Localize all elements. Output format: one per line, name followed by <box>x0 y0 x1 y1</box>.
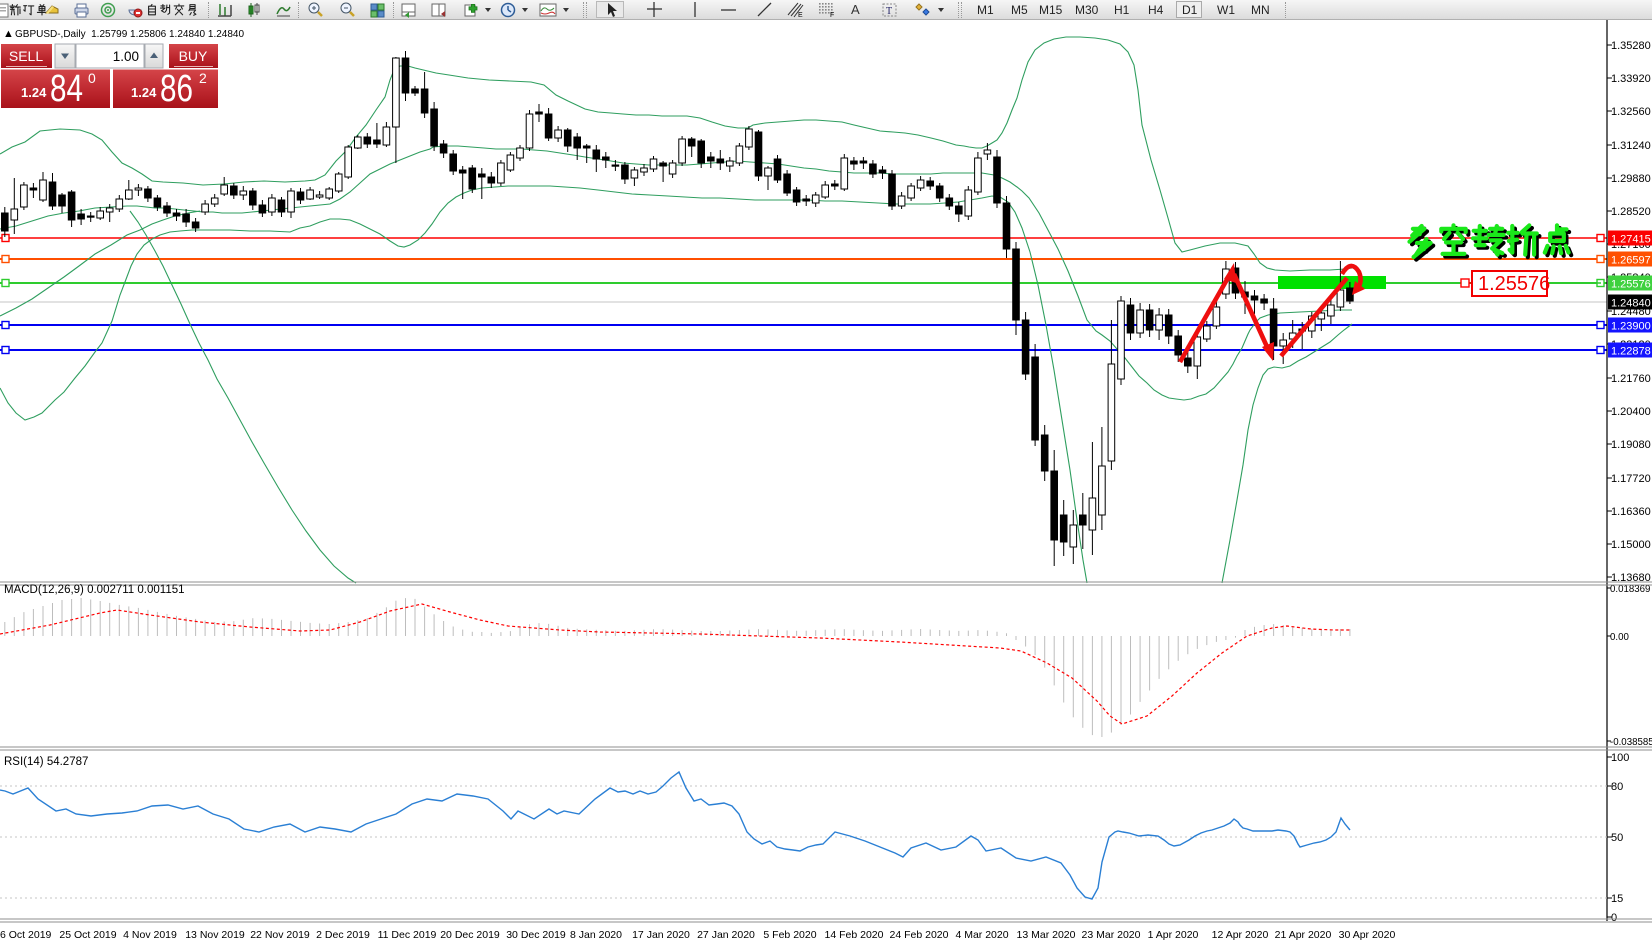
svg-text:21 Apr 2020: 21 Apr 2020 <box>1275 929 1332 941</box>
svg-text:5 Feb 2020: 5 Feb 2020 <box>763 929 816 941</box>
svg-text:4 Nov 2019: 4 Nov 2019 <box>123 929 177 941</box>
svg-text:1.24: 1.24 <box>21 85 47 100</box>
svg-text:15: 15 <box>1611 893 1623 905</box>
svg-text:1.33920: 1.33920 <box>1611 73 1651 85</box>
svg-text:80: 80 <box>1611 781 1623 793</box>
svg-text:1.17720: 1.17720 <box>1611 473 1651 485</box>
svg-text:1.22878: 1.22878 <box>1611 346 1651 358</box>
svg-text:4 Mar 2020: 4 Mar 2020 <box>955 929 1008 941</box>
svg-text:12 Apr 2020: 12 Apr 2020 <box>1212 929 1269 941</box>
svg-text:1.27415: 1.27415 <box>1611 234 1651 246</box>
svg-text:T: T <box>886 6 892 17</box>
svg-text:1.00: 1.00 <box>113 49 139 64</box>
svg-text:50: 50 <box>1611 832 1623 844</box>
svg-text:13 Nov 2019: 13 Nov 2019 <box>185 929 245 941</box>
svg-text:BUY: BUY <box>179 48 208 64</box>
svg-text:GBPUSD-,Daily 1.25799 1.25806: GBPUSD-,Daily 1.25799 1.25806 1.24840 1.… <box>15 29 244 40</box>
svg-text:SELL: SELL <box>9 48 43 64</box>
svg-text:20 Dec 2019: 20 Dec 2019 <box>440 929 500 941</box>
svg-text:1.29880: 1.29880 <box>1611 173 1651 185</box>
svg-text:0.00: 0.00 <box>1610 632 1629 643</box>
svg-text:2: 2 <box>199 70 207 86</box>
svg-text:84: 84 <box>50 68 83 110</box>
svg-text:RSI(14) 54.2787: RSI(14) 54.2787 <box>4 756 88 768</box>
svg-text:27 Jan 2020: 27 Jan 2020 <box>697 929 755 941</box>
svg-text:1.24: 1.24 <box>131 85 157 100</box>
svg-text:1.24840: 1.24840 <box>1611 298 1651 310</box>
svg-text:F: F <box>830 12 834 19</box>
svg-text:-0.038585: -0.038585 <box>1610 737 1652 748</box>
svg-text:11 Dec 2019: 11 Dec 2019 <box>378 929 437 941</box>
svg-text:▲: ▲ <box>3 28 14 40</box>
svg-text:1.23900: 1.23900 <box>1611 321 1651 333</box>
svg-text:1.15000: 1.15000 <box>1611 539 1651 551</box>
svg-text:1.13680: 1.13680 <box>1611 572 1651 584</box>
svg-text:0: 0 <box>1611 912 1617 924</box>
svg-text:100: 100 <box>1611 752 1629 764</box>
svg-text:2 Dec 2019: 2 Dec 2019 <box>316 929 370 941</box>
svg-text:24 Feb 2020: 24 Feb 2020 <box>890 929 949 941</box>
svg-text:1.21760: 1.21760 <box>1611 373 1651 385</box>
svg-text:1.20400: 1.20400 <box>1611 406 1651 418</box>
svg-text:0.018369: 0.018369 <box>1610 584 1650 595</box>
svg-text:1.26597: 1.26597 <box>1611 255 1651 267</box>
svg-text:1.25576: 1.25576 <box>1611 279 1651 291</box>
svg-text:25 Oct 2019: 25 Oct 2019 <box>59 929 116 941</box>
svg-text:0: 0 <box>88 70 96 86</box>
svg-text:E: E <box>798 12 803 19</box>
svg-text:8 Jan 2020: 8 Jan 2020 <box>570 929 622 941</box>
svg-text:30 Dec 2019: 30 Dec 2019 <box>506 929 566 941</box>
svg-text:1.16360: 1.16360 <box>1611 506 1651 518</box>
svg-text:MACD(12,26,9) 0.002711 0.00115: MACD(12,26,9) 0.002711 0.001151 <box>4 584 185 596</box>
svg-text:86: 86 <box>160 68 193 110</box>
svg-text:13 Mar 2020: 13 Mar 2020 <box>1017 929 1076 941</box>
svg-text:1.19080: 1.19080 <box>1611 439 1651 451</box>
svg-text:1.25576: 1.25576 <box>1478 273 1550 295</box>
svg-text:30 Apr 2020: 30 Apr 2020 <box>1339 929 1396 941</box>
svg-text:1.31240: 1.31240 <box>1611 140 1651 152</box>
svg-text:23 Mar 2020: 23 Mar 2020 <box>1082 929 1141 941</box>
svg-text:14 Feb 2020: 14 Feb 2020 <box>825 929 884 941</box>
svg-text:1.35280: 1.35280 <box>1611 40 1651 52</box>
svg-text:1 Apr 2020: 1 Apr 2020 <box>1148 929 1199 941</box>
svg-text:1.32560: 1.32560 <box>1611 106 1651 118</box>
svg-text:17 Jan 2020: 17 Jan 2020 <box>632 929 690 941</box>
svg-text:6 Oct 2019: 6 Oct 2019 <box>0 929 52 941</box>
svg-text:1.28520: 1.28520 <box>1611 206 1651 218</box>
svg-text:22 Nov 2019: 22 Nov 2019 <box>250 929 310 941</box>
